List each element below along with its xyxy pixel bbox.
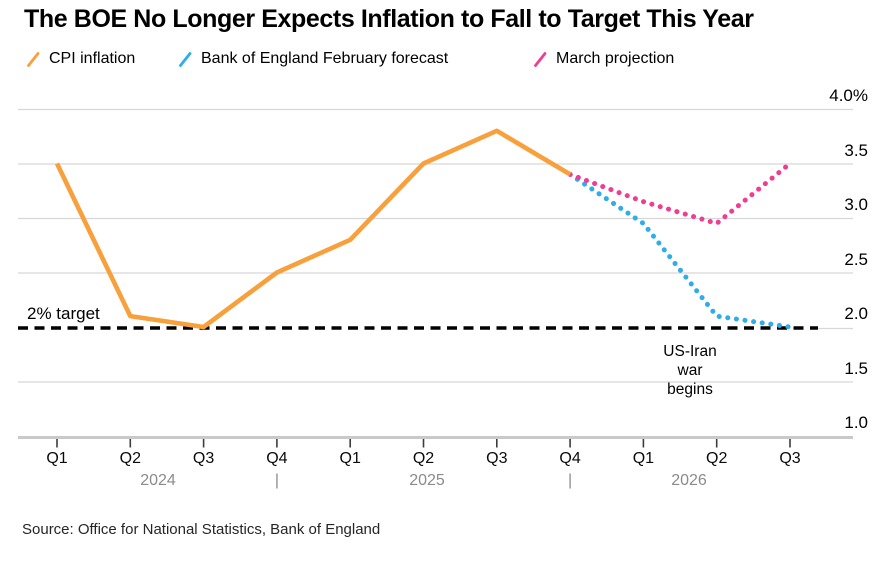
year-label: 2024 — [140, 472, 176, 489]
year-separator: | — [568, 472, 573, 489]
year-separator: | — [274, 472, 279, 489]
x-axis-label: Q4 — [559, 450, 581, 467]
year-label: 2025 — [409, 472, 445, 489]
source-attribution: Source: Office for National Statistics, … — [22, 521, 381, 538]
legend-swatch-slash-icon — [179, 51, 192, 67]
legend-item-cpi-inflation: CPI inflation — [26, 47, 135, 71]
y-axis-label: 1.0 — [844, 413, 868, 432]
x-axis-label: Q1 — [632, 450, 655, 467]
series-line-bank-of-england-february-forecast — [567, 171, 793, 330]
year-label: 2026 — [671, 472, 707, 489]
target-line-label: 2% target — [27, 304, 100, 323]
legend-label-cpi-inflation: CPI inflation — [49, 50, 136, 67]
legend-item-feb-forecast: Bank of England February forecast — [178, 47, 448, 71]
y-axis-label: 4.0% — [829, 86, 868, 105]
y-axis-label: 1.5 — [844, 358, 868, 378]
x-axis-label: Q2 — [412, 450, 435, 467]
y-axis-label: 2.0 — [844, 304, 868, 323]
x-axis-label: Q1 — [339, 450, 361, 467]
x-axis-label: Q2 — [706, 450, 728, 467]
annotation-us-iran-war: US-Iran war begins — [663, 343, 717, 398]
x-axis-label: Q3 — [192, 450, 215, 467]
x-axis-label: Q2 — [119, 450, 141, 467]
legend-label-feb-forecast: Bank of England February forecast — [201, 50, 449, 67]
legend-item-march-projection: March projection — [533, 47, 674, 71]
x-axis-label: Q4 — [266, 450, 288, 467]
y-axis-label: 3.0 — [844, 195, 868, 214]
legend-label-march-projection: March projection — [556, 50, 675, 67]
x-axis-label: Q3 — [486, 450, 508, 467]
chart-title: The BOE No Longer Expects Inflation to F… — [24, 5, 754, 33]
x-axis-label: Q3 — [779, 450, 801, 467]
y-axis-label: 3.5 — [844, 140, 868, 160]
series-line-march-projection — [567, 161, 793, 226]
y-axis-label: 2.5 — [844, 249, 868, 269]
legend-swatch-slash-icon — [27, 51, 40, 67]
series-line-cpi-inflation — [54, 128, 572, 330]
x-axis-label: Q1 — [46, 450, 68, 467]
legend-swatch-slash-icon — [534, 51, 547, 67]
